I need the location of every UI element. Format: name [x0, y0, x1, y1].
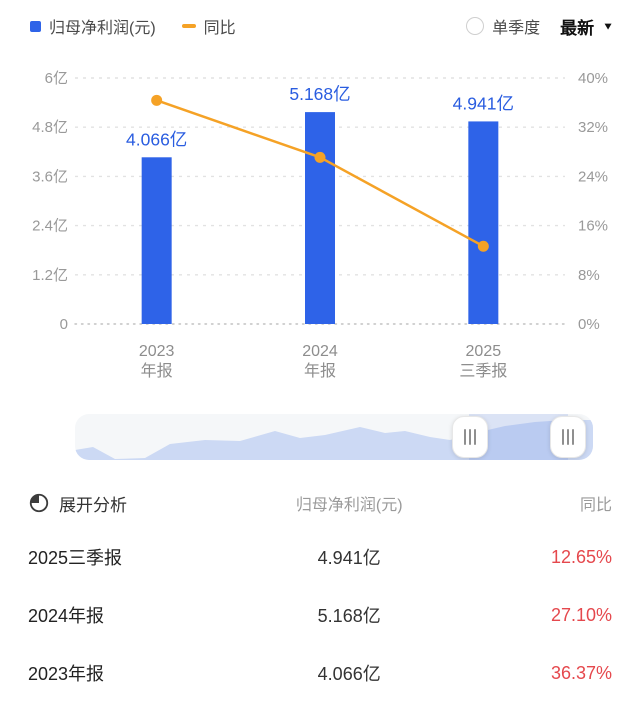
- column-header-yoy: 同比: [579, 497, 612, 514]
- expand-analysis-label: 展开分析: [59, 495, 127, 515]
- right-axis-tick: 8%: [578, 267, 600, 284]
- single-quarter-label: 单季度: [492, 20, 541, 37]
- bar-series-swatch-icon: [30, 20, 41, 32]
- column-header-value: 归母净利润(元): [295, 497, 403, 514]
- profit-yoy-chart: 6亿 40% 4.8亿 32% 3.6亿 24% 2.4亿 16% 1.2亿 8% 0 0% 4.066…: [32, 70, 608, 380]
- right-axis-tick: 32%: [578, 119, 608, 136]
- left-axis-tick: 3.6亿: [32, 168, 68, 185]
- datazoom-right-handle[interactable]: [550, 416, 586, 458]
- table-row[interactable]: 2023年报 4.066亿 36.37%: [28, 644, 612, 702]
- row-value: 4.066亿: [317, 664, 381, 684]
- chevron-down-icon: ▼: [602, 20, 614, 32]
- right-axis-tick: 16%: [578, 218, 608, 235]
- table-row[interactable]: 2024年报 5.168亿 27.10%: [28, 586, 612, 644]
- radio-circle-icon: [466, 17, 485, 35]
- left-axis-tick: 0: [60, 316, 68, 333]
- period-dropdown-value: 最新: [560, 18, 595, 38]
- legend-yoy-label: 同比: [203, 20, 236, 37]
- right-axis-tick: 24%: [578, 168, 608, 185]
- legend-item-yoy[interactable]: 同比: [181, 14, 236, 38]
- single-quarter-radio[interactable]: 单季度: [466, 14, 540, 38]
- row-value: 4.941亿: [317, 548, 381, 568]
- datazoom-left-handle[interactable]: [452, 416, 488, 458]
- left-axis-tick: 6亿: [45, 70, 68, 87]
- chart-toolbar: 归母净利润(元) 同比 单季度 最新 ▼: [0, 0, 640, 52]
- row-yoy: 12.65%: [550, 546, 612, 567]
- bar-value-label: 4.941亿: [453, 93, 514, 113]
- x-axis-label[interactable]: 2025 三季报: [459, 343, 507, 380]
- row-period: 2023年报: [28, 664, 105, 684]
- yoy-point[interactable]: [477, 240, 489, 252]
- bar-value-label: 4.066亿: [126, 129, 187, 149]
- yoy-point[interactable]: [314, 151, 326, 163]
- row-yoy: 36.37%: [550, 662, 612, 683]
- row-yoy: 27.10%: [550, 604, 612, 625]
- left-axis-tick: 1.2亿: [32, 267, 68, 284]
- row-period: 2024年报: [28, 606, 105, 626]
- x-axis-label[interactable]: 2023 年报: [139, 343, 175, 380]
- datazoom-navigator[interactable]: [75, 414, 593, 460]
- legend-profit-label: 归母净利润(元): [49, 20, 156, 37]
- profit-bar[interactable]: [468, 121, 499, 324]
- profit-bar[interactable]: [141, 157, 172, 324]
- left-axis-tick: 4.8亿: [32, 119, 68, 136]
- breakdown-table: 展开分析 归母净利润(元) 同比 2025三季报 4.941亿 12.65% 2…: [0, 478, 640, 702]
- right-axis-tick: 0%: [578, 316, 600, 333]
- pie-chart-icon: [29, 493, 49, 513]
- profit-bar[interactable]: [305, 112, 335, 324]
- legend-item-profit[interactable]: 归母净利润(元): [30, 14, 156, 38]
- expand-analysis-button[interactable]: 展开分析: [28, 491, 252, 516]
- table-header-row: 展开分析 归母净利润(元) 同比: [28, 478, 612, 528]
- row-value: 5.168亿: [317, 606, 381, 626]
- x-axis-label[interactable]: 2024 年报: [302, 343, 338, 380]
- left-axis-tick: 2.4亿: [32, 218, 68, 235]
- period-dropdown[interactable]: 最新 ▼: [560, 14, 614, 39]
- line-series-swatch-icon: [181, 24, 196, 28]
- yoy-point[interactable]: [151, 94, 163, 106]
- right-axis-tick: 40%: [578, 70, 608, 87]
- bar-value-label: 5.168亿: [289, 84, 350, 104]
- row-period: 2025三季报: [28, 548, 123, 568]
- table-row[interactable]: 2025三季报 4.941亿 12.65%: [28, 528, 612, 586]
